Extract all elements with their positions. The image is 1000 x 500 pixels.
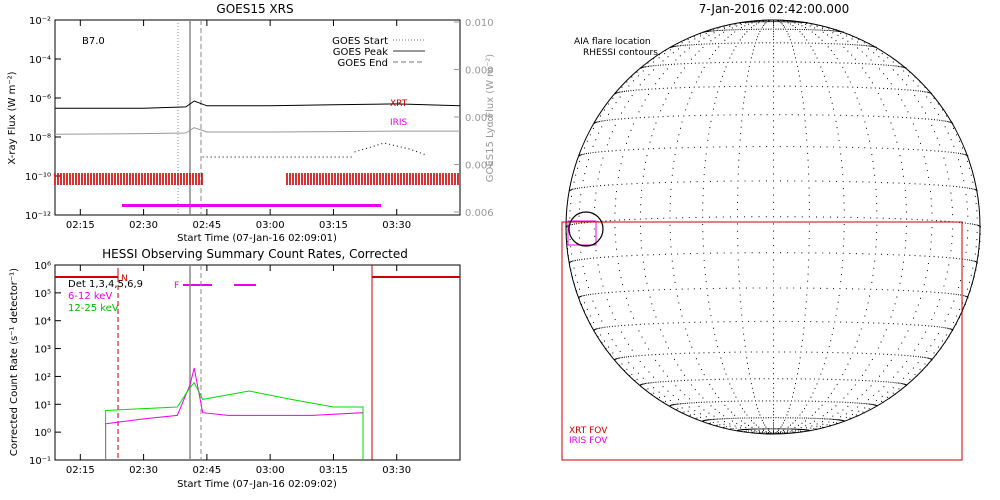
hessi-band-6-12: 6-12 keV bbox=[68, 291, 112, 302]
goes-right-y-ticks: 0.010 0.009 0.008 0.007 0.006 bbox=[454, 18, 494, 219]
goes-long-channel-line bbox=[55, 100, 461, 109]
hessi-6-12-kev-line bbox=[105, 367, 364, 460]
goes-xlabel: Start Time (07-Jan-16 02:09:01) bbox=[177, 233, 337, 244]
goes-iris-label: IRIS bbox=[390, 118, 408, 128]
y-tick-label: 10⁰ bbox=[34, 428, 51, 439]
y-tick-label: 10⁻² bbox=[29, 16, 51, 27]
goes-xrt-label: XRT bbox=[390, 99, 408, 109]
goes-title: GOES15 XRS bbox=[216, 2, 293, 16]
x-tick-label: 03:30 bbox=[382, 465, 411, 476]
hessi-panel: HESSI Observing Summary Count Rates, Cor… bbox=[9, 247, 461, 490]
x-tick-label: 02:45 bbox=[192, 465, 221, 476]
hessi-plot-frame bbox=[54, 264, 461, 461]
y-tick-label: 10⁻¹ bbox=[29, 456, 51, 467]
x-tick-label: 02:45 bbox=[192, 220, 221, 231]
y-tick-label: 10⁵ bbox=[34, 289, 51, 300]
x-tick-label: 03:30 bbox=[382, 220, 411, 231]
x-tick-label: 02:15 bbox=[66, 220, 95, 231]
xrt-fov-label: XRT FOV bbox=[569, 426, 608, 436]
xrt-coverage-bars bbox=[54, 173, 459, 185]
iris-fov-label: IRIS FOV bbox=[569, 436, 608, 446]
hessi-marker-n: N bbox=[121, 274, 128, 284]
goes-panel: GOES15 XRS B7.0 GOES Start GOES Peak GOE… bbox=[7, 2, 496, 244]
hessi-marker-f: F bbox=[174, 281, 179, 291]
right-y-tick-label: 0.007 bbox=[465, 161, 494, 172]
x-tick-label: 02:15 bbox=[66, 465, 95, 476]
y-tick-label: 10⁶ bbox=[34, 261, 51, 272]
disk-legend-aia: AIA flare location bbox=[574, 37, 651, 47]
x-tick-label: 03:00 bbox=[256, 220, 285, 231]
y-tick-label: 10⁴ bbox=[34, 317, 51, 328]
goes-short-channel-line bbox=[54, 127, 460, 135]
x-tick-label: 03:15 bbox=[319, 220, 348, 231]
hessi-12-25-kev-line bbox=[105, 381, 364, 460]
goes-flare-class: B7.0 bbox=[82, 36, 105, 47]
goes-legend: GOES Start GOES Peak GOES End bbox=[332, 36, 425, 69]
solar-limb bbox=[565, 19, 981, 435]
y-tick-label: 10⁻⁶ bbox=[29, 94, 51, 105]
x-tick-label: 03:15 bbox=[319, 465, 348, 476]
flare-location-circle bbox=[568, 211, 604, 247]
hessi-detectors: Det 1,3,4,5,6,9 bbox=[68, 279, 143, 290]
y-tick-label: 10¹ bbox=[34, 400, 51, 411]
y-tick-label: 10³ bbox=[34, 345, 51, 356]
y-tick-label: 10² bbox=[34, 372, 51, 383]
heliographic-grid bbox=[566, 19, 981, 435]
goes-ylabel-left: X-ray Flux (W m⁻²) bbox=[7, 71, 18, 164]
grid-dot-path bbox=[566, 19, 981, 435]
y-tick-label: 10⁻¹⁰ bbox=[25, 172, 51, 183]
x-tick-label: 03:00 bbox=[256, 465, 285, 476]
goes-lya-line bbox=[202, 142, 427, 158]
y-tick-label: 10⁻¹² bbox=[25, 211, 51, 222]
disk-panel: 7-Jan-2016 02:42:00.000 AIA flare locati… bbox=[561, 2, 981, 461]
x-tick-label: 02:30 bbox=[129, 465, 158, 476]
hessi-ylabel: Corrected Count Rate (s⁻¹ detector⁻¹) bbox=[9, 268, 20, 456]
right-y-tick-label: 0.006 bbox=[465, 208, 494, 219]
goes-x-ticks: 02:15 02:30 02:45 03:00 03:15 03:30 bbox=[66, 20, 411, 231]
hessi-xlabel: Start Time (07-Jan-16 02:09:02) bbox=[177, 479, 337, 490]
right-y-tick-label: 0.008 bbox=[465, 113, 494, 124]
right-y-tick-label: 0.010 bbox=[465, 18, 494, 29]
legend-goes-end: GOES End bbox=[338, 58, 388, 69]
xrt-fov-box bbox=[561, 221, 963, 461]
iris-coverage-bar bbox=[122, 204, 381, 207]
legend-goes-peak: GOES Peak bbox=[333, 47, 388, 58]
hessi-x-ticks: 02:15 02:30 02:45 03:00 03:15 03:30 bbox=[66, 265, 411, 476]
goes-ylabel-right: GOES15 Lyα Flux (W m⁻²) bbox=[485, 54, 496, 182]
hessi-band-12-25: 12-25 keV bbox=[68, 303, 119, 314]
right-y-tick-label: 0.009 bbox=[465, 66, 494, 77]
hessi-title: HESSI Observing Summary Count Rates, Cor… bbox=[102, 247, 408, 261]
y-tick-label: 10⁻⁴ bbox=[29, 55, 51, 66]
goes-y-ticks: 10⁻² 10⁻⁴ 10⁻⁶ 10⁻⁸ 10⁻¹⁰ 10⁻¹² bbox=[25, 16, 61, 222]
hessi-y-ticks: 10⁶ 10⁵ 10⁴ 10³ 10² 10¹ 10⁰ 10⁻¹ bbox=[29, 261, 61, 467]
legend-goes-start: GOES Start bbox=[332, 36, 388, 47]
disk-title: 7-Jan-2016 02:42:00.000 bbox=[699, 2, 849, 16]
disk-legend-rhessi: RHESSI contours bbox=[583, 48, 658, 58]
x-tick-label: 02:30 bbox=[129, 220, 158, 231]
y-tick-label: 10⁻⁸ bbox=[29, 133, 51, 144]
